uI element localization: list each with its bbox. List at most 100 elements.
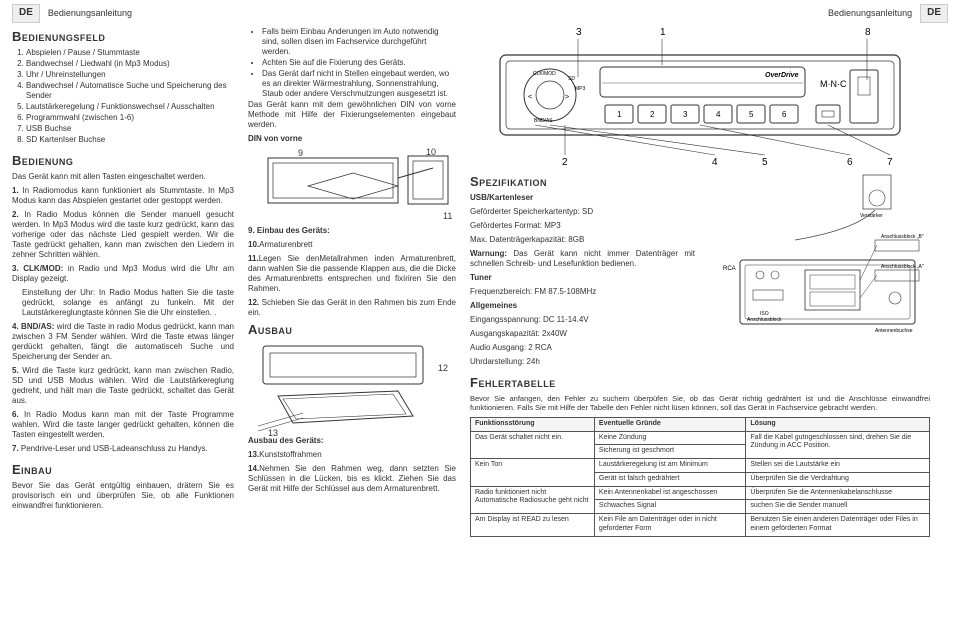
numlabel: 9.: [248, 226, 255, 235]
table-cell: Benutzen Sie einen anderen Datenträger o…: [746, 514, 930, 537]
body-text: Pendrive-Leser und USB-Ladeanschluss zu …: [19, 444, 208, 453]
list-item: Lautstärkeregelung / Funktionswechsel / …: [26, 102, 234, 112]
numlabel: 3. CLK/MOD:: [12, 264, 63, 273]
table-cell: Laustärkeregelung ist am Minimum: [594, 459, 745, 473]
label-antenna: Antennenbuchse: [875, 328, 913, 334]
error-table: Funktionsstörung Eventuelle Gründe Lösun…: [470, 417, 930, 537]
numlabel: 4. BND/AS:: [12, 322, 54, 331]
numlabel: 10.: [248, 240, 259, 249]
numlabel: 6.: [12, 410, 19, 419]
spec-allg4: Uhrdarstellung: 24h: [470, 357, 695, 367]
clkmod-label: CLK/MOD: [533, 71, 556, 77]
table-cell: Radio funktioniert nichtAutomatische Rad…: [471, 486, 595, 514]
label-conn-a: Anschlussblock „A": [881, 264, 924, 270]
svg-text:5: 5: [749, 110, 754, 119]
column-3: 3 1 8 CLK/MOD SD MP3 BND/AS < > OverDriv…: [470, 25, 930, 537]
spec-tuner1: Frequenzbereich: FM 87.5-108MHz: [470, 287, 695, 297]
list-item: Achten Sie auf die Fixierung des Geräts.: [262, 58, 456, 68]
column-2: Falls beim Einbau Anderungen im Auto not…: [248, 25, 456, 537]
bndas-label: BND/AS: [534, 118, 553, 124]
table-cell: Stellen sei die Lautstärke ein: [746, 459, 930, 473]
table-cell: Keine Zündung: [594, 431, 745, 445]
table-cell: Überprüfen Sie die Verdrahtung: [746, 472, 930, 486]
numlabel: 11.: [248, 254, 259, 263]
spec-title: Spezifikation: [470, 174, 695, 190]
label-rca: RCA: [723, 266, 736, 272]
bedienung-p2: 2. In Radio Modus können die Sender manu…: [12, 210, 234, 260]
mnc-label: M·N·C: [820, 79, 847, 89]
table-cell: Am Display ist READ zu lesen: [471, 514, 595, 537]
body-text: Kunststoffrahmen: [259, 450, 322, 459]
einbau-p2: Das Gerät kann mit dem gewöhnlichen DIN …: [248, 100, 456, 130]
numlabel: 7.: [12, 444, 19, 453]
din-label: DIN von vorne: [248, 134, 456, 144]
callout-11: 11: [443, 211, 452, 221]
spec-usb-h: USB/Kartenleser: [470, 193, 695, 203]
table-cell: suchen Sie die Sender manuell: [746, 500, 930, 514]
table-cell: Kein Ton: [471, 459, 595, 487]
svg-text:>: >: [565, 94, 569, 101]
preset-buttons: 1 2 3 4 5 6: [605, 105, 798, 123]
bedienung-p6: 6. In Radio Modus kann man mit der Taste…: [12, 410, 234, 440]
svg-text:Anschlussblock: Anschlussblock: [747, 317, 782, 323]
body-text: In Radio Modus können die Sender manuell…: [12, 210, 234, 259]
numlabel: 12.: [248, 298, 259, 307]
bedienung-p4: 4. BND/AS: wird die Taste in radio Modus…: [12, 322, 234, 362]
callout: 2: [562, 157, 568, 168]
lang-badge-right: DE: [920, 4, 948, 23]
ausbau-14: 14.Nehmen Sie den Rahmen weg, dann setzt…: [248, 464, 456, 494]
table-cell: Überprüfen Sie die Antennenkabelanschlus…: [746, 486, 930, 500]
bedienung-p1: 1. In Radiomodus kann funktioniert als S…: [12, 186, 234, 206]
brand-label: OverDrive: [765, 72, 799, 79]
einbau-12: 12. Schieben Sie das Gerät in den Rahmen…: [248, 298, 456, 318]
connector-diagram: Verstärker RCA ISO Anschlus: [705, 170, 930, 345]
spec-warn: Warnung: Das Gerät kann nicht immer Date…: [470, 249, 695, 269]
numlabel: 14.: [248, 464, 259, 473]
radio-unit-diagram: 3 1 8 CLK/MOD SD MP3 BND/AS < > OverDriv…: [470, 25, 930, 170]
err-h3: Lösung: [746, 417, 930, 431]
err-h1: Funktionsstörung: [471, 417, 595, 431]
einbau-9: 9. Einbau des Geräts:: [248, 226, 456, 236]
header-title-right: Bedienungsanleitung: [828, 8, 912, 19]
table-cell: Gerät ist falsch gedrähtert: [594, 472, 745, 486]
body-text: Wird die Taste kurz gedrückt, kann man z…: [12, 366, 234, 405]
table-cell: Fall die Kabel gutngeschlossen sind, dre…: [746, 431, 930, 459]
einbau-title: Einbau: [12, 462, 234, 478]
bedienungsfeld-list: Abspielen / Pause / Stummtaste Bandwechs…: [12, 48, 234, 145]
label-speaker: Verstärker: [860, 213, 883, 219]
svg-text:2: 2: [650, 110, 655, 119]
callout-10: 10: [426, 148, 436, 157]
callout-13: 13: [268, 428, 278, 436]
svg-text:<: <: [528, 94, 532, 101]
list-item: Bandwechsel / Liedwahl (in Mp3 Modus): [26, 59, 234, 69]
callout-12: 12: [438, 363, 448, 373]
ausbau-sub: Ausbau des Geräts:: [248, 436, 456, 446]
body-text: In Radio Modus kann man mit der Taste Pr…: [12, 410, 234, 439]
svg-text:6: 6: [782, 110, 787, 119]
column-1: Bedienungsfeld Abspielen / Pause / Stumm…: [12, 25, 234, 537]
bedienung-p3: 3. CLK/MOD: in Radio und Mp3 Modus wird …: [12, 264, 234, 284]
spec-usb2: Gefördertes Format: MP3: [470, 221, 695, 231]
einbau-p1: Bevor Sie das Gerät entgültig einbauen, …: [12, 481, 234, 511]
bedienung-title: Bedienung: [12, 153, 234, 169]
callout: 5: [762, 157, 768, 168]
ausbau-illustration: 12 13: [248, 341, 456, 436]
svg-text:4: 4: [716, 110, 721, 119]
table-cell: Kein Antennenkabel ist angeschossen: [594, 486, 745, 500]
einbau-11: 11.Legen Sie denMetallrahmen inden Armat…: [248, 254, 456, 294]
numlabel: 5.: [12, 366, 19, 375]
err-h2: Eventuelle Gründe: [594, 417, 745, 431]
list-item: Programmwahl (zwischen 1-6): [26, 113, 234, 123]
table-cell: Schwaches Signal: [594, 500, 745, 514]
numlabel: 1.: [12, 186, 19, 195]
table-cell: Kein File am Datenträger oder in nicht g…: [594, 514, 745, 537]
ausbau-title: Ausbau: [248, 322, 456, 338]
spec-tuner-h: Tuner: [470, 273, 695, 283]
spec-usb1: Geförderter Speicherkartentyp: SD: [470, 207, 695, 217]
header-title-left: Bedienungsanleitung: [48, 8, 132, 19]
din-illustration-1: 9 10 11: [248, 148, 456, 226]
bedienungsfeld-title: Bedienungsfeld: [12, 29, 234, 45]
list-item: Abspielen / Pause / Stummtaste: [26, 48, 234, 58]
list-item: Bandwechsel / Automatisce Suche und Spei…: [26, 81, 234, 101]
einbau-bullets: Falls beim Einbau Anderungen im Auto not…: [248, 27, 456, 99]
